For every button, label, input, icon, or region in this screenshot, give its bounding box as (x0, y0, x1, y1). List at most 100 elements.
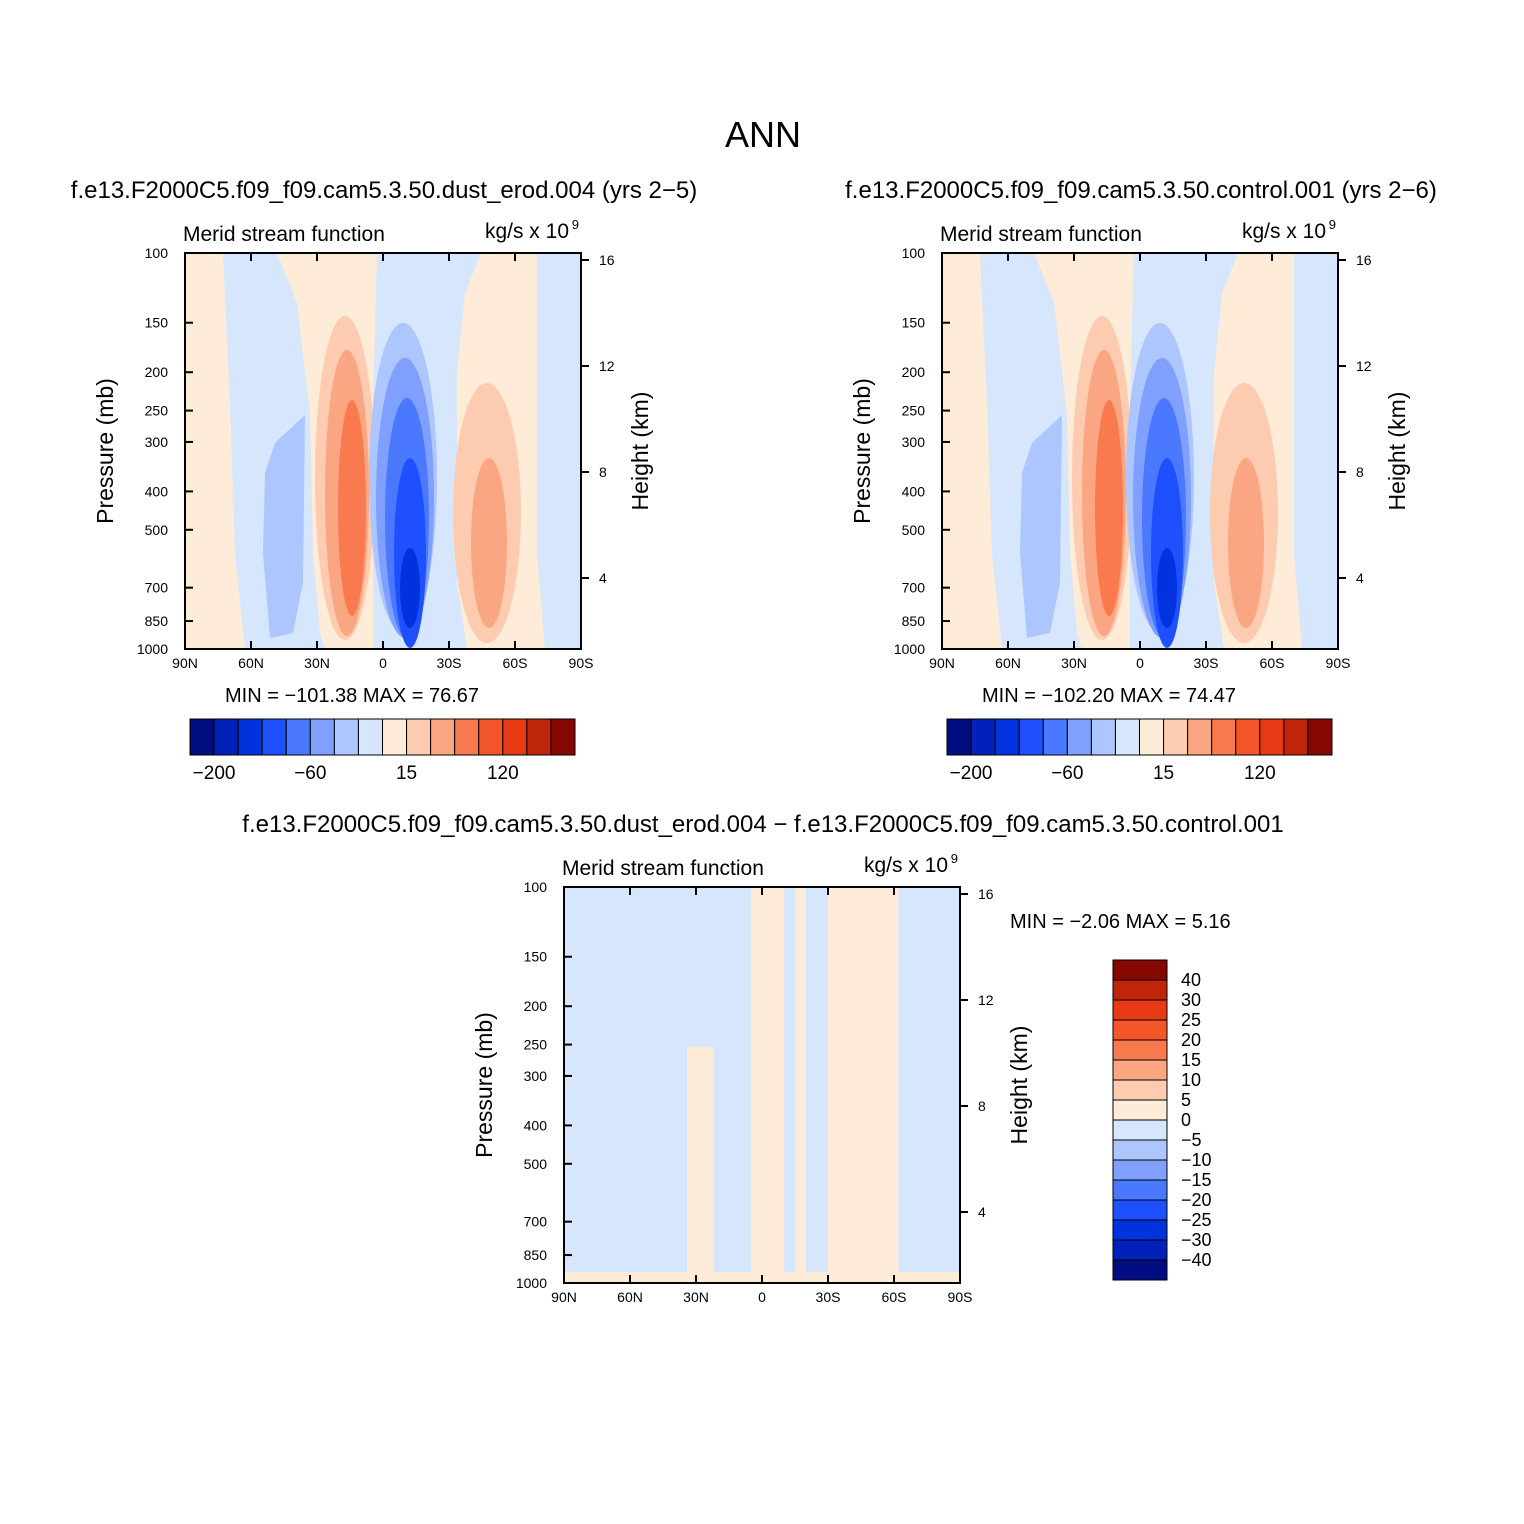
panel-title: f.e13.F2000C5.f09_f09.cam5.3.50.dust_ero… (71, 177, 697, 204)
colorbar-label: 10 (1181, 1070, 1201, 1090)
y-tick-label: 300 (902, 434, 926, 450)
colorbar-label: 15 (1181, 1050, 1201, 1070)
colorbar-box (237, 718, 263, 756)
colorbar-box (1042, 718, 1068, 756)
plot-area (564, 887, 960, 1283)
colorbar-box (1112, 979, 1168, 1001)
y-tick-label: 200 (524, 998, 548, 1014)
right-axis-label: Height (km) (1384, 392, 1410, 511)
y-tick-label: 250 (145, 403, 169, 419)
y-tick-label: 500 (145, 522, 169, 538)
colorbar-box (1112, 959, 1168, 981)
plot-area (942, 253, 1338, 649)
plot-title-right-superscript: 9 (1329, 217, 1336, 232)
min-max-stats: MIN = −101.38 MAX = 76.67 (225, 685, 479, 707)
x-tick-label: 60N (995, 655, 1021, 671)
y-tick-label: 100 (524, 879, 548, 895)
height-tick-label: 8 (599, 464, 607, 480)
contour-band (616, 887, 688, 1283)
min-max-stats: MIN = −102.20 MAX = 74.47 (982, 685, 1236, 707)
x-tick-label: 30N (304, 655, 330, 671)
colorbar-box (1307, 718, 1333, 756)
colorbar-box (1066, 718, 1092, 756)
contour-band (795, 887, 806, 1283)
plot-title-right-superscript: 9 (951, 851, 958, 866)
y-tick-label: 700 (524, 1214, 548, 1230)
x-tick-label: 30N (683, 1289, 709, 1305)
y-tick-label: 700 (902, 580, 926, 596)
colorbar-box (550, 718, 576, 756)
colorbar-label: −5 (1181, 1130, 1202, 1150)
colorbar-box (1235, 718, 1261, 756)
colorbar-box (1112, 1019, 1168, 1041)
x-tick-label: 60S (503, 655, 528, 671)
colorbar-label: −15 (1181, 1170, 1212, 1190)
x-tick-label: 30N (1061, 655, 1087, 671)
colorbar-box (382, 718, 408, 756)
contour-band (564, 887, 626, 1283)
y-tick-label: 850 (902, 613, 926, 629)
y-tick-label: 1000 (137, 641, 168, 657)
height-tick-label: 16 (1356, 252, 1372, 268)
colorbar-label: 20 (1181, 1030, 1201, 1050)
colorbar-box (1112, 1259, 1168, 1281)
colorbar-box (526, 718, 552, 756)
panel-1: 90N 60N 30N 0 30S 60S 90S 100 150 200 250 300 400 500… (71, 177, 697, 784)
y-tick-label: 1000 (894, 641, 925, 657)
x-tick-label: 30S (1194, 655, 1219, 671)
y-tick-label: 500 (524, 1156, 548, 1172)
colorbar-box (1112, 999, 1168, 1021)
colorbar-box (1259, 718, 1285, 756)
colorbar-label: −60 (1051, 763, 1083, 784)
colorbar-box (430, 718, 456, 756)
colorbar-box (333, 718, 359, 756)
colorbar-box (1163, 718, 1189, 756)
y-tick-label: 250 (902, 403, 926, 419)
height-tick-label: 8 (978, 1098, 986, 1114)
colorbar-box (1112, 1159, 1168, 1181)
colorbar-box (994, 718, 1020, 756)
plot-title-right-superscript: 9 (572, 217, 579, 232)
panel-2: 90N 60N 30N 0 30S 60S 90S 100 150 200 250 300 400 500… (845, 177, 1437, 784)
contour-region (1294, 253, 1338, 649)
y-tick-label: 100 (902, 245, 926, 261)
contour-region (1157, 548, 1177, 628)
colorbar-label: 15 (396, 763, 417, 784)
contour-band (828, 887, 899, 1283)
y-axis-label: Pressure (mb) (471, 1012, 497, 1158)
height-tick-label: 12 (599, 358, 615, 374)
x-tick-label: 90S (948, 1289, 973, 1305)
y-tick-label: 200 (145, 364, 169, 380)
x-tick-label: 30S (437, 655, 462, 671)
colorbar-box (1112, 1059, 1168, 1081)
colorbar-box (261, 718, 287, 756)
colorbar-label: 30 (1181, 990, 1201, 1010)
colorbar-label: 40 (1181, 970, 1201, 990)
colorbar-label: −60 (294, 763, 326, 784)
colorbar-box (1112, 1239, 1168, 1261)
right-axis-label: Height (km) (1006, 1026, 1032, 1145)
colorbar-label: 0 (1181, 1110, 1191, 1130)
figure-title: ANN (725, 114, 801, 155)
colorbar-box (1112, 1199, 1168, 1221)
colorbar-box (1112, 1099, 1168, 1121)
colorbar-box (1283, 718, 1309, 756)
contour-region (263, 415, 305, 638)
colorbar-label: −200 (193, 763, 236, 784)
x-tick-label: 60S (1260, 655, 1285, 671)
y-tick-label: 400 (902, 483, 926, 499)
y-tick-label: 1000 (516, 1275, 547, 1291)
contour-band (687, 1047, 714, 1283)
colorbar-box (1187, 718, 1213, 756)
contour-band (751, 887, 784, 1283)
plot-title-left: Merid stream function (940, 223, 1142, 246)
colorbar-box (357, 718, 383, 756)
colorbar-box (478, 718, 504, 756)
x-tick-label: 60S (882, 1289, 907, 1305)
plot-title-right: kg/s x 10 (1242, 220, 1326, 243)
y-tick-label: 150 (524, 949, 548, 965)
x-tick-label: 60N (238, 655, 264, 671)
panel-title: f.e13.F2000C5.f09_f09.cam5.3.50.dust_ero… (242, 811, 1283, 838)
colorbar-label: 15 (1153, 763, 1174, 784)
y-tick-label: 150 (145, 315, 169, 331)
